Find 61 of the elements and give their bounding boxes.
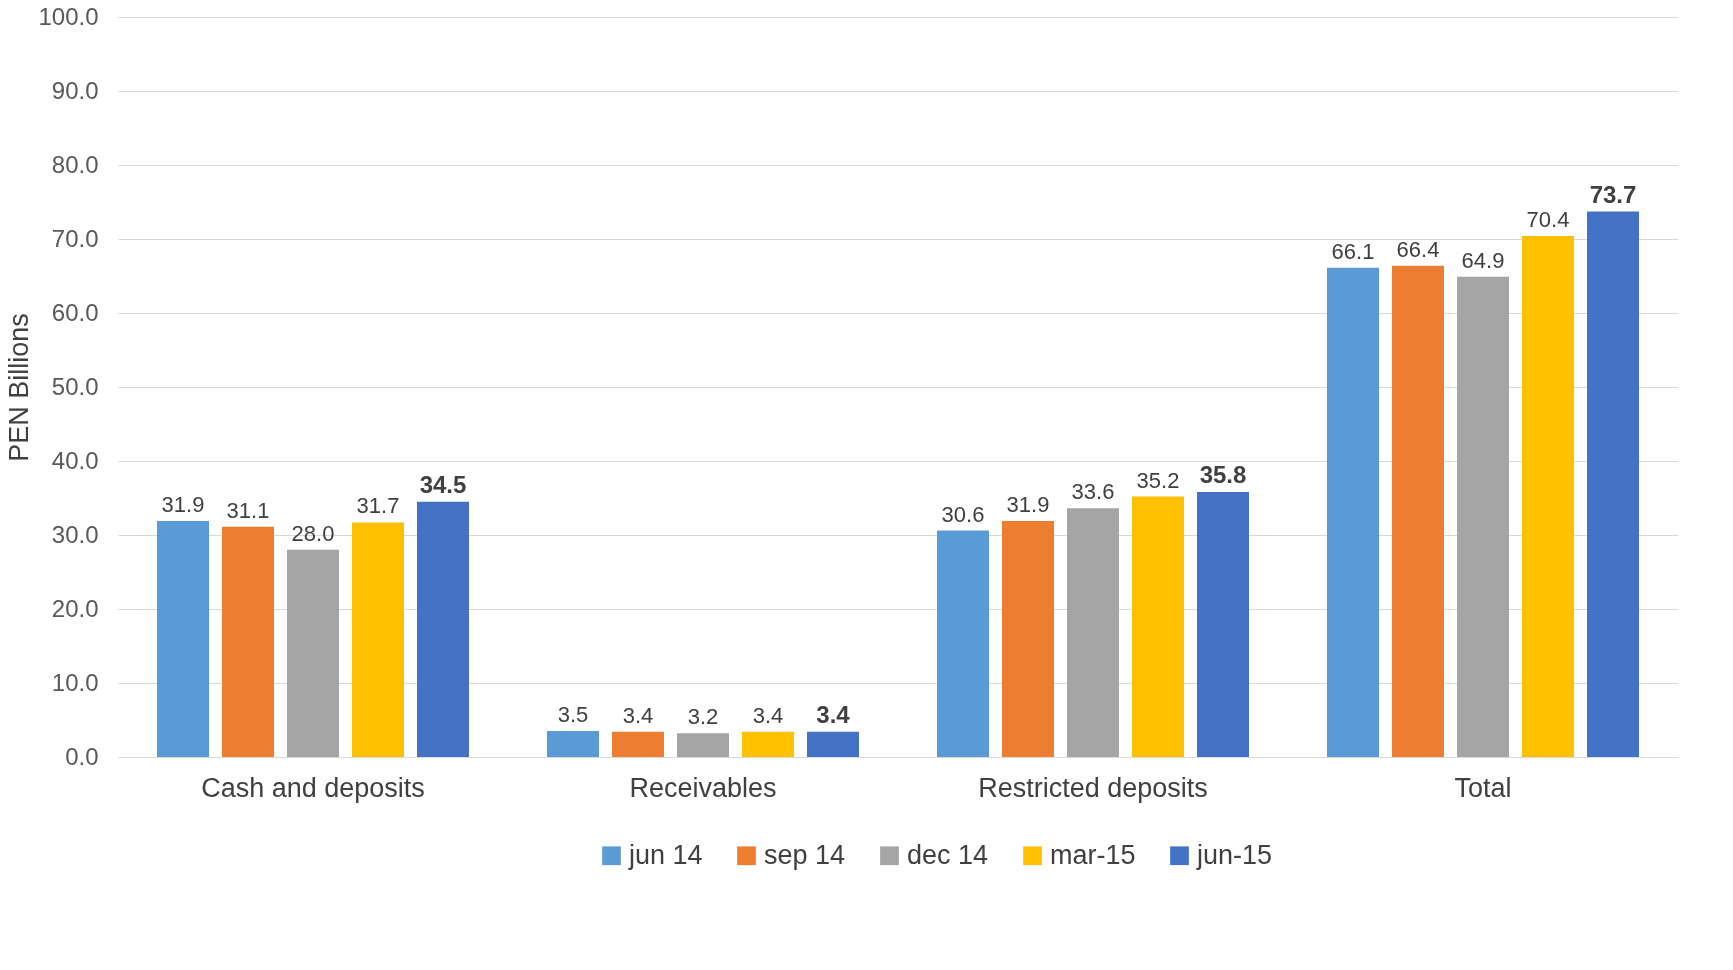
y-tick-label: 100.0 xyxy=(38,2,99,30)
data-label: 70.4 xyxy=(1526,207,1570,233)
legend-label: sep 14 xyxy=(764,839,846,870)
data-label: 3.4 xyxy=(752,702,784,728)
legend-label: mar-15 xyxy=(1050,839,1136,870)
bar xyxy=(417,501,469,757)
bar xyxy=(807,731,859,757)
bar xyxy=(287,549,339,757)
bar xyxy=(1392,265,1444,757)
bar xyxy=(677,733,729,757)
data-label: 35.2 xyxy=(1136,467,1180,493)
data-label: 28.0 xyxy=(291,520,335,546)
bar xyxy=(222,526,274,757)
bar xyxy=(352,522,404,757)
x-tick-label: Total xyxy=(1454,772,1512,803)
data-label: 73.7 xyxy=(1589,180,1637,208)
bar xyxy=(1067,508,1119,757)
data-label: 64.9 xyxy=(1461,247,1505,273)
y-tick-label: 80.0 xyxy=(51,150,99,178)
y-tick-label: 0.0 xyxy=(65,742,99,770)
x-tick-label: Cash and deposits xyxy=(201,772,425,803)
bar xyxy=(1002,520,1054,757)
bar xyxy=(547,731,599,757)
data-label: 31.7 xyxy=(356,493,400,519)
y-tick-label: 70.0 xyxy=(51,224,99,252)
data-label: 33.6 xyxy=(1071,479,1115,505)
y-tick-label: 40.0 xyxy=(51,446,99,474)
bar xyxy=(1457,276,1509,757)
data-label: 31.9 xyxy=(161,491,205,517)
data-label: 30.6 xyxy=(941,501,985,527)
bar xyxy=(1587,211,1639,757)
y-tick-label: 10.0 xyxy=(51,668,99,696)
bar xyxy=(742,731,794,757)
bar xyxy=(937,530,989,757)
y-axis-title: PEN Billions xyxy=(4,313,35,462)
data-label: 3.2 xyxy=(687,704,719,730)
data-label: 31.9 xyxy=(1006,491,1050,517)
y-tick-label: 90.0 xyxy=(51,76,99,104)
bar xyxy=(157,520,209,757)
x-tick-label: Restricted deposits xyxy=(978,772,1208,803)
y-tick-label: 30.0 xyxy=(51,520,99,548)
x-tick-label: Receivables xyxy=(629,772,777,803)
legend-label: dec 14 xyxy=(907,839,989,870)
y-tick-label: 60.0 xyxy=(51,298,99,326)
data-label: 66.1 xyxy=(1331,238,1375,264)
y-tick-label: 50.0 xyxy=(51,372,99,400)
legend-label: jun 14 xyxy=(628,839,703,870)
data-label: 35.8 xyxy=(1199,461,1247,489)
data-label: 66.4 xyxy=(1396,236,1440,262)
y-tick-label: 20.0 xyxy=(51,594,99,622)
data-label: 3.5 xyxy=(557,702,589,728)
legend-label: jun-15 xyxy=(1196,839,1273,870)
data-label: 31.1 xyxy=(226,497,270,523)
bar xyxy=(612,731,664,757)
bar xyxy=(1197,492,1249,757)
bar xyxy=(1132,496,1184,757)
data-label: 34.5 xyxy=(419,470,467,498)
bar xyxy=(1522,236,1574,757)
data-label: 3.4 xyxy=(622,702,654,728)
bar xyxy=(1327,267,1379,757)
data-label: 3.4 xyxy=(816,700,851,728)
